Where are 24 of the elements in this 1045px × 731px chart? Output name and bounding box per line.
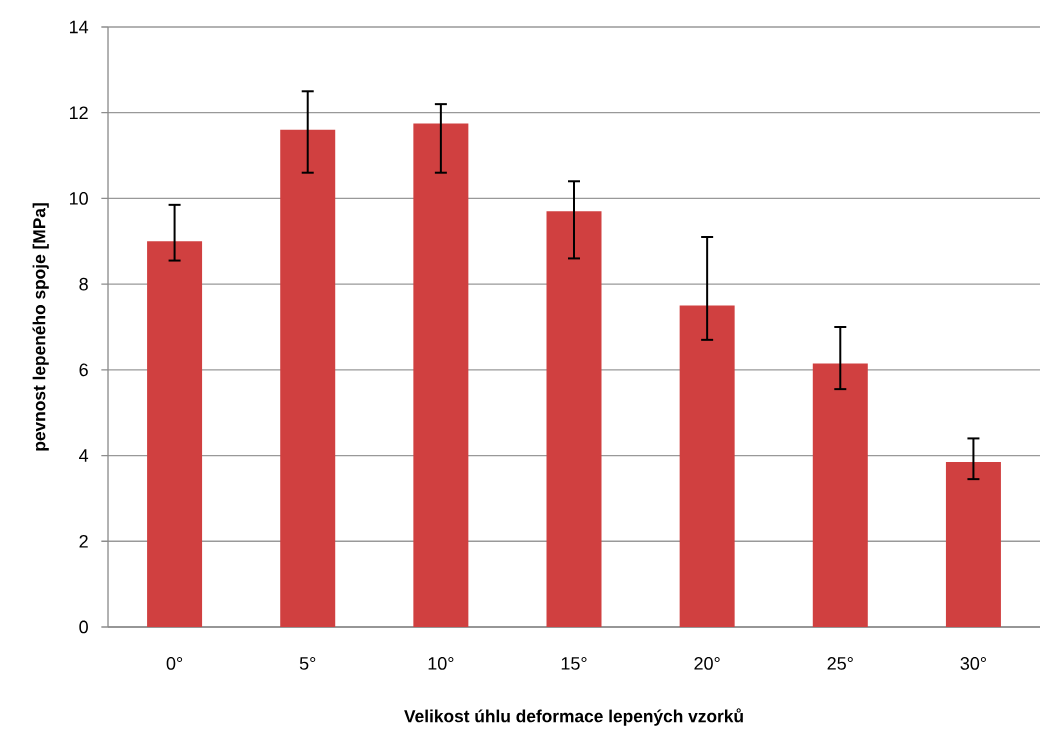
- y-tick-label: 12: [69, 106, 88, 119]
- y-tick-label: 14: [69, 20, 89, 34]
- x-tick-label: 5°: [299, 657, 316, 670]
- bar: [812, 363, 868, 627]
- bar: [147, 241, 203, 627]
- x-tick-label: 30°: [960, 657, 986, 670]
- bar: [546, 211, 602, 627]
- x-axis-title: Velikost úhlu deformace lepených vzorků: [404, 708, 743, 726]
- x-tick-label: 10°: [428, 657, 454, 670]
- y-tick-label: 8: [79, 277, 88, 291]
- bar: [945, 461, 1001, 627]
- bar: [280, 129, 336, 627]
- y-tick-label: 6: [79, 363, 88, 377]
- x-tick-label: 20°: [694, 657, 720, 670]
- bar: [413, 123, 469, 627]
- y-axis-title: pevnost lepeného spoje [MPa]: [32, 203, 49, 451]
- bar: [679, 305, 735, 627]
- y-tick-label: 10: [69, 192, 88, 205]
- x-tick-label: 25°: [827, 657, 853, 670]
- x-tick-label: 15°: [561, 657, 587, 670]
- y-tick-label: 4: [79, 449, 89, 462]
- y-tick-label: 0: [79, 620, 88, 634]
- x-tick-label: 0°: [166, 657, 183, 670]
- y-tick-label: 2: [79, 534, 88, 548]
